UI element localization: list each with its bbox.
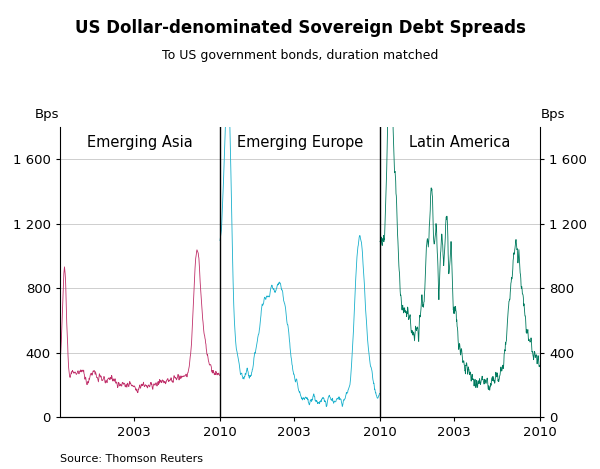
- Text: To US government bonds, duration matched: To US government bonds, duration matched: [162, 49, 438, 62]
- Text: US Dollar-denominated Sovereign Debt Spreads: US Dollar-denominated Sovereign Debt Spr…: [74, 19, 526, 37]
- Text: Bps: Bps: [35, 108, 59, 121]
- Text: Emerging Europe: Emerging Europe: [237, 136, 363, 151]
- Text: Bps: Bps: [541, 108, 565, 121]
- Text: Source: Thomson Reuters: Source: Thomson Reuters: [60, 454, 203, 464]
- Text: Latin America: Latin America: [409, 136, 511, 151]
- Text: Emerging Asia: Emerging Asia: [87, 136, 193, 151]
